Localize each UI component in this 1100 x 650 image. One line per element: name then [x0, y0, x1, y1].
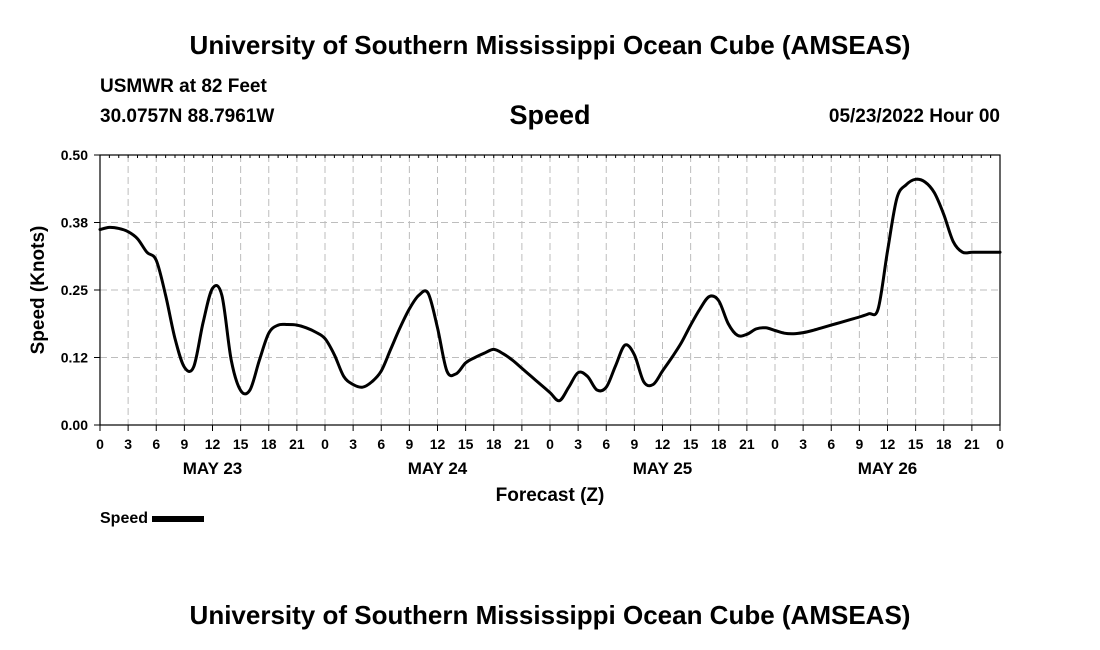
x-tick-label: 0 [96, 436, 104, 452]
station-coordinates: 30.0757N 88.7961W [100, 106, 275, 127]
x-tick-label: 3 [799, 436, 807, 452]
x-tick-label: 15 [233, 436, 249, 452]
legend-swatch [152, 516, 205, 522]
x-tick-label: 6 [827, 436, 835, 452]
x-tick-label: 6 [602, 436, 610, 452]
x-axis-title: Forecast (Z) [496, 485, 605, 506]
series [98, 177, 1002, 403]
x-tick-label: 0 [996, 436, 1004, 452]
x-tick-label: 15 [683, 436, 699, 452]
y-tick-label: 0.00 [61, 417, 88, 433]
legend-label: Speed [100, 510, 149, 527]
x-tick-label: 18 [711, 436, 727, 452]
axes: 0 3 6 9 12 15 18 21 0 3 6 9 12 15 18 21 0 3 6 9 12 15 18 21 0 3 6 9… [28, 147, 1004, 506]
x-tick-label: 3 [124, 436, 132, 452]
y-tick-label: 0.12 [61, 350, 88, 366]
y-tick-label: 0.38 [61, 215, 88, 231]
x-tick-label: 21 [514, 436, 530, 452]
bottom-title: University of Southern Mississippi Ocean… [189, 600, 911, 630]
x-tick-label: 6 [377, 436, 385, 452]
x-tick-label: 12 [430, 436, 446, 452]
x-tick-label: 21 [964, 436, 980, 452]
x-tick-label: 18 [936, 436, 952, 452]
x-tick-label: 12 [655, 436, 671, 452]
day-label: MAY 26 [858, 459, 918, 478]
plot-frame [99, 154, 1001, 426]
day-label: MAY 25 [633, 459, 693, 478]
x-tick-label: 9 [405, 436, 413, 452]
run-time: 05/23/2022 Hour 00 [828, 106, 1000, 127]
legend: Speed [100, 510, 205, 528]
grid [100, 155, 1000, 425]
x-tick-label: 12 [880, 436, 896, 452]
x-tick-label: 0 [546, 436, 554, 452]
x-tick-label: 21 [289, 436, 305, 452]
y-tick-label: 0.25 [61, 282, 88, 298]
x-tick-label: 0 [321, 436, 329, 452]
day-label: MAY 24 [408, 459, 468, 478]
x-tick-label: 6 [152, 436, 160, 452]
x-tick-label: 0 [771, 436, 779, 452]
top-title: University of Southern Mississippi Ocean… [189, 30, 911, 60]
x-tick-label: 9 [855, 436, 863, 452]
x-tick-label: 15 [458, 436, 474, 452]
x-tick-label: 21 [739, 436, 755, 452]
x-tick-label: 12 [205, 436, 221, 452]
x-tick-label: 9 [630, 436, 638, 452]
series-line-speed [98, 177, 1002, 403]
x-tick-label: 18 [261, 436, 277, 452]
x-tick-label: 9 [180, 436, 188, 452]
chart-title: Speed [509, 100, 591, 130]
y-tick-label: 0.50 [61, 147, 88, 163]
y-axis-title: Speed (Knots) [28, 226, 49, 355]
day-label: MAY 23 [183, 459, 243, 478]
x-tick-label: 3 [574, 436, 582, 452]
x-tick-label: 15 [908, 436, 924, 452]
x-tick-label: 3 [349, 436, 357, 452]
station-label: USMWR at 82 Feet [100, 76, 267, 97]
x-tick-label: 18 [486, 436, 502, 452]
